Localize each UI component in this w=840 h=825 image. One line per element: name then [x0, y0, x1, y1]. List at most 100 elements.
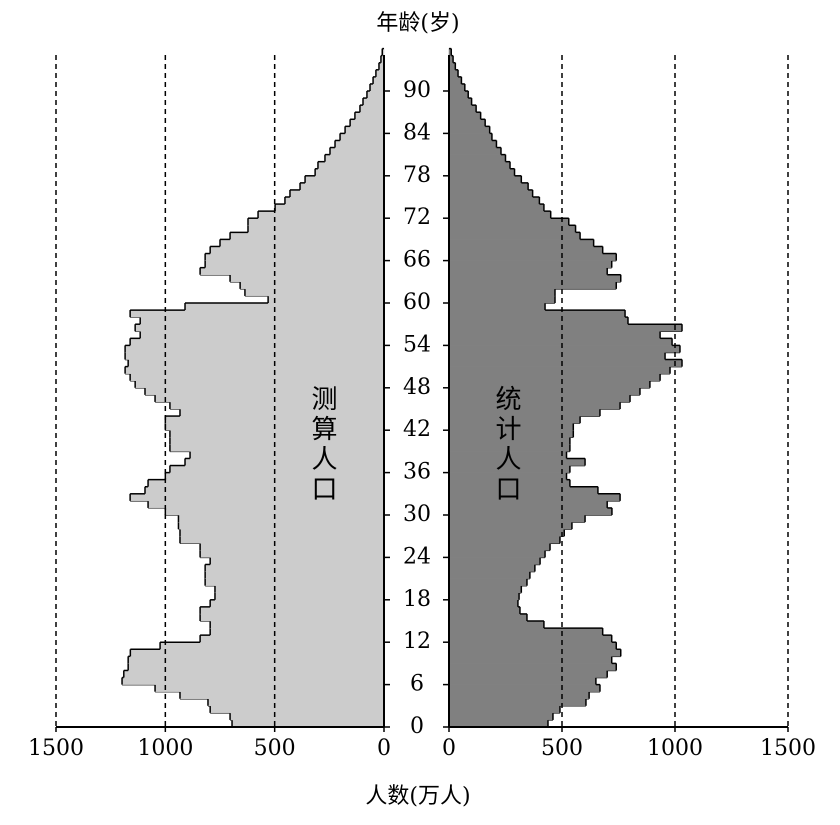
bar [448, 514, 586, 523]
bar [339, 133, 385, 141]
bar [134, 380, 385, 389]
bar [448, 111, 481, 120]
bar [317, 161, 385, 169]
bar [448, 119, 486, 127]
bar [448, 217, 570, 226]
bar [366, 90, 385, 99]
bar [448, 316, 629, 325]
bar [199, 634, 385, 643]
bar [229, 274, 385, 283]
bar [229, 232, 385, 240]
bar [204, 253, 385, 261]
bar [448, 90, 469, 99]
bar [334, 140, 385, 148]
bar [448, 634, 612, 643]
bar [123, 670, 385, 678]
y-tick-label: 54 [403, 332, 431, 357]
bar [209, 557, 385, 565]
bar [299, 182, 385, 191]
bar [448, 309, 626, 318]
bar [448, 535, 561, 544]
bar [448, 104, 477, 113]
bar [448, 613, 528, 622]
bar [448, 232, 581, 240]
y-tick-label: 42 [403, 417, 431, 442]
bar [169, 444, 385, 452]
bar [359, 104, 385, 113]
bar [448, 578, 528, 586]
bar [448, 126, 490, 134]
bar [448, 408, 601, 417]
bar [130, 649, 385, 657]
bar [244, 288, 385, 297]
bar [178, 521, 385, 530]
bar [448, 352, 666, 360]
bar [204, 578, 385, 586]
bar [448, 493, 621, 502]
bar [448, 345, 681, 353]
bar [144, 486, 385, 495]
bar [448, 712, 554, 721]
bar [257, 210, 385, 219]
bar [199, 267, 385, 275]
bar [209, 620, 385, 629]
y-tick-label: 66 [403, 248, 431, 273]
bar [448, 196, 540, 205]
bar [169, 429, 385, 438]
bar [448, 161, 511, 169]
bar [448, 133, 493, 141]
bar [448, 323, 683, 332]
x-tick-label: 1000 [137, 736, 193, 761]
bar [314, 168, 385, 177]
bar [448, 705, 561, 714]
bar [448, 274, 622, 283]
bar [448, 210, 551, 219]
bar [178, 514, 385, 523]
x-tick-label: 500 [541, 736, 583, 761]
bar [154, 394, 385, 403]
x-tick-label: 1500 [28, 736, 84, 761]
bar [209, 246, 385, 254]
bar [199, 543, 385, 551]
y-tick-label: 0 [410, 714, 424, 739]
bar [448, 677, 597, 685]
bar [448, 69, 459, 78]
x-tick-label: 1000 [647, 736, 703, 761]
bar [147, 479, 385, 487]
x-axis-title: 人数(万人) [365, 784, 470, 809]
bar [369, 83, 385, 92]
bar [448, 338, 673, 346]
bar [214, 585, 385, 593]
y-tick-label: 48 [403, 375, 431, 400]
bar [448, 571, 531, 579]
bar [214, 592, 385, 601]
bar [448, 97, 472, 106]
bar [179, 528, 385, 537]
bar [448, 401, 621, 410]
bar [448, 670, 608, 678]
bar [448, 175, 522, 184]
bar [274, 203, 385, 212]
bar [448, 521, 573, 530]
bar [199, 613, 385, 622]
bar [448, 83, 466, 92]
y-tick-label: 84 [403, 120, 431, 145]
bar [129, 309, 385, 318]
x-tick-label: 500 [254, 736, 296, 761]
bar [448, 302, 546, 311]
bar [247, 225, 385, 233]
bar [204, 260, 385, 268]
bar [204, 571, 385, 579]
bar [448, 656, 612, 664]
bar [448, 203, 545, 212]
bar [448, 599, 519, 608]
bar [448, 260, 612, 268]
bar [127, 359, 385, 367]
bar [448, 373, 661, 381]
y-tick-label: 36 [403, 460, 431, 485]
bar [247, 217, 385, 226]
bar [448, 528, 565, 537]
bar [448, 359, 683, 367]
bar [448, 663, 617, 671]
